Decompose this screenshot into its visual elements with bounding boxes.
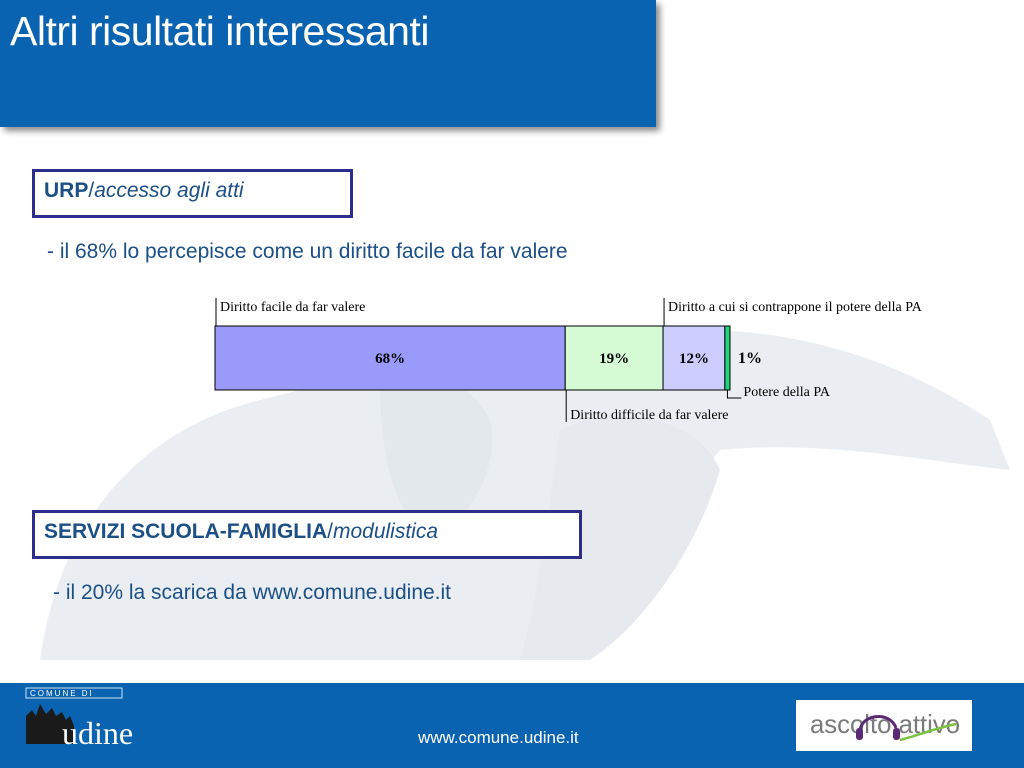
category-label-1: Diritto facile da far valere [220, 300, 365, 315]
category-label-4: Potere della PA [743, 385, 830, 400]
logo-ascolto-attivo-text: ascolto attivo [810, 709, 960, 739]
logo-comune-di-text: COMUNE DI [30, 689, 94, 698]
section-heading-separator: / [327, 520, 333, 543]
slide-title: Altri risultati interessanti [10, 8, 429, 54]
section-bullet-urp: - il 68% lo percepisce come un diritto f… [47, 240, 568, 263]
bar-segment-3 [662, 325, 726, 391]
bar-segment-4 [724, 325, 731, 391]
section-heading-italic: accesso agli atti [94, 179, 244, 202]
data-label-3: 12% [679, 351, 709, 367]
section-heading-separator: / [88, 179, 95, 202]
category-label-2: Diritto difficile da far valere [570, 408, 728, 423]
footer-url[interactable]: www.comune.udine.it [418, 728, 579, 747]
section-heading-bold: SERVIZI SCUOLA-FAMIGLIA [44, 520, 328, 543]
bar-segment-1 [214, 325, 566, 391]
data-label-1: 68% [375, 351, 405, 367]
section-bullet-scuola-famiglia: - il 20% la scarica da www.comune.udine.… [53, 581, 452, 604]
section-heading-italic: modulistica [332, 520, 439, 543]
bar-segment-2 [564, 325, 664, 391]
title-bar: Altri risultati interessanti [0, 0, 656, 127]
section-heading-urp: URP/accesso agli atti [32, 169, 353, 218]
section-heading-scuola-famiglia: SERVIZI SCUOLA-FAMIGLIA/modulistica [32, 510, 582, 559]
data-label-2: 19% [599, 351, 629, 367]
section-heading-bold: URP [44, 179, 89, 202]
comune-udine-logo: COMUNE DI udine [25, 687, 133, 748]
category-label-3: Diritto a cui si contrappone il potere d… [668, 300, 923, 315]
data-label-4: 1% [738, 350, 762, 367]
callout-line-4 [726, 390, 742, 399]
logo-udine-text: udine [62, 715, 133, 748]
ascolto-attivo-logo: ascolto attivo [796, 700, 972, 751]
